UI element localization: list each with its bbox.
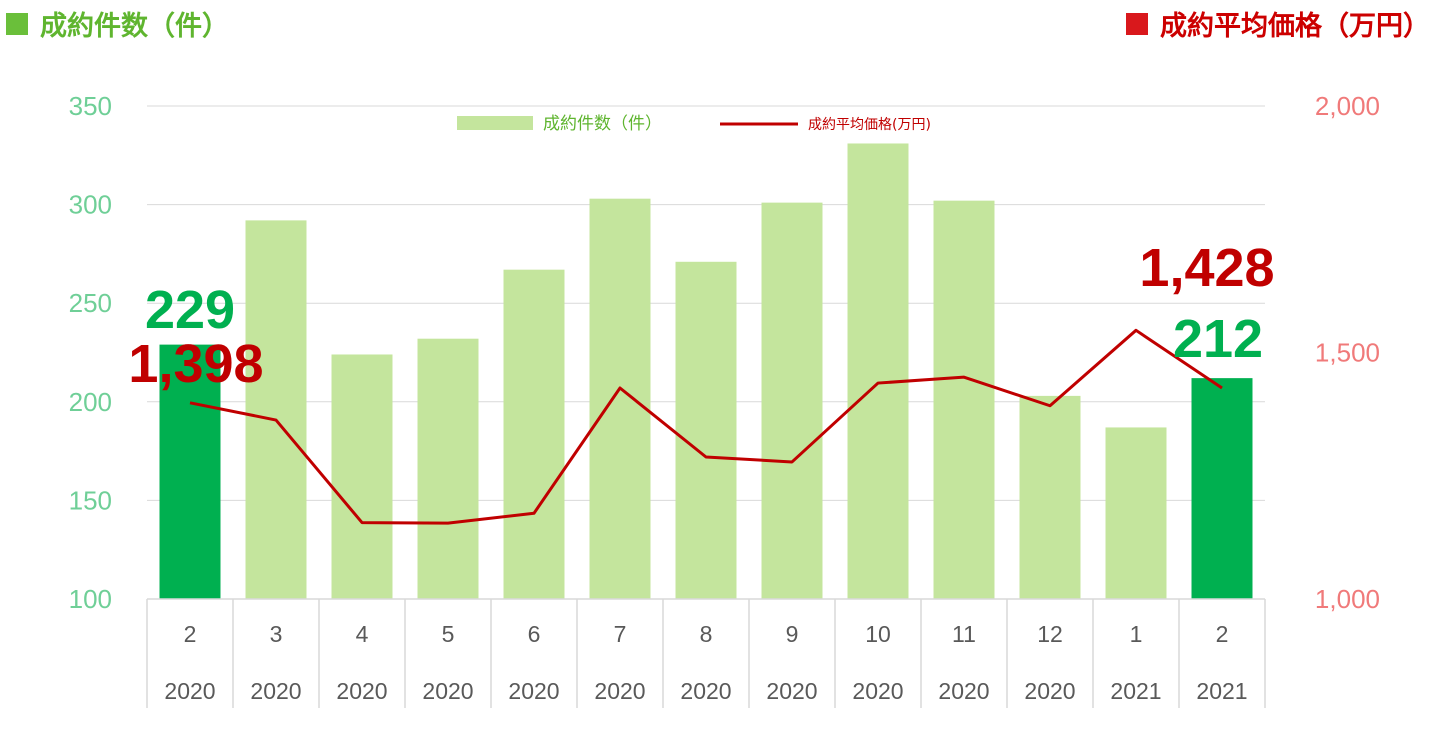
- bar: [1191, 378, 1253, 599]
- month-tick-label: 10: [865, 621, 891, 647]
- month-tick-label: 5: [442, 621, 455, 647]
- bar: [589, 198, 651, 599]
- left-axis-header: 成約件数（件）: [6, 4, 229, 43]
- bar: [159, 344, 221, 599]
- month-tick-label: 2: [184, 621, 197, 647]
- right-y-axis: 1,000 1,500 2,000: [1315, 91, 1380, 614]
- right-axis-header-label: 成約平均価格（万円）: [1160, 11, 1430, 42]
- legend-line-label: 成約平均価格(万円): [808, 117, 931, 133]
- month-tick-label: 4: [356, 621, 369, 647]
- bar: [1019, 395, 1081, 599]
- bar-series: [159, 143, 1253, 600]
- right-tick-label: 1,000: [1315, 584, 1380, 614]
- month-tick-label: 9: [786, 621, 799, 647]
- year-tick-label: 2020: [164, 678, 215, 704]
- year-tick-label: 2020: [594, 678, 645, 704]
- left-y-axis: 100 150 200 250 300 350: [69, 91, 112, 614]
- value-annotation: 1,428: [1139, 238, 1274, 298]
- category-axis: 2 2020 3 2020 4 2020 5 2020 6 2020 7 2020 8 2020 9 2020…: [146, 598, 1266, 708]
- year-tick-label: 2020: [680, 678, 731, 704]
- left-tick-label: 200: [69, 387, 112, 417]
- left-tick-label: 250: [69, 288, 112, 318]
- legend-bar-swatch: [457, 116, 533, 130]
- month-tick-label: 6: [528, 621, 541, 647]
- left-tick-label: 300: [69, 190, 112, 220]
- month-tick-label: 3: [270, 621, 283, 647]
- red-square-icon: [1126, 12, 1148, 35]
- year-tick-label: 2020: [250, 678, 301, 704]
- left-tick-label: 100: [69, 584, 112, 614]
- bar: [933, 200, 995, 599]
- month-tick-label: 1: [1130, 621, 1143, 647]
- right-axis-header: 成約平均価格（万円）: [1126, 4, 1430, 43]
- right-tick-label: 2,000: [1315, 91, 1380, 121]
- year-tick-label: 2020: [852, 678, 903, 704]
- year-tick-label: 2020: [766, 678, 817, 704]
- year-tick-label: 2020: [938, 678, 989, 704]
- bar: [503, 269, 565, 599]
- right-tick-label: 1,500: [1315, 338, 1380, 368]
- year-tick-label: 2020: [508, 678, 559, 704]
- year-tick-label: 2020: [336, 678, 387, 704]
- left-axis-header-label: 成約件数（件）: [40, 11, 229, 42]
- left-tick-label: 150: [69, 485, 112, 515]
- bar: [847, 143, 909, 599]
- price-line: [189, 328, 1223, 525]
- bar: [331, 354, 393, 599]
- year-tick-label: 2021: [1110, 678, 1161, 704]
- value-annotation: 1,398: [128, 334, 263, 394]
- month-tick-label: 11: [952, 621, 976, 647]
- green-square-icon: [6, 12, 28, 35]
- left-tick-label: 350: [69, 91, 112, 121]
- legend-bar-label: 成約件数（件）: [543, 114, 662, 134]
- line-series: [189, 328, 1223, 525]
- month-tick-label: 8: [700, 621, 713, 647]
- bar: [761, 202, 823, 600]
- value-annotation: 229: [145, 280, 235, 340]
- bar: [675, 261, 737, 599]
- year-tick-label: 2021: [1196, 678, 1247, 704]
- bar: [1105, 427, 1167, 599]
- month-tick-label: 2: [1216, 621, 1229, 647]
- month-tick-label: 12: [1037, 621, 1063, 647]
- year-tick-label: 2020: [1024, 678, 1075, 704]
- year-tick-label: 2020: [422, 678, 473, 704]
- month-tick-label: 7: [614, 621, 627, 647]
- bar: [245, 220, 307, 599]
- bar: [417, 338, 479, 599]
- chart-legend: 成約件数（件） 成約平均価格(万円): [457, 114, 931, 134]
- value-annotation: 212: [1173, 309, 1263, 369]
